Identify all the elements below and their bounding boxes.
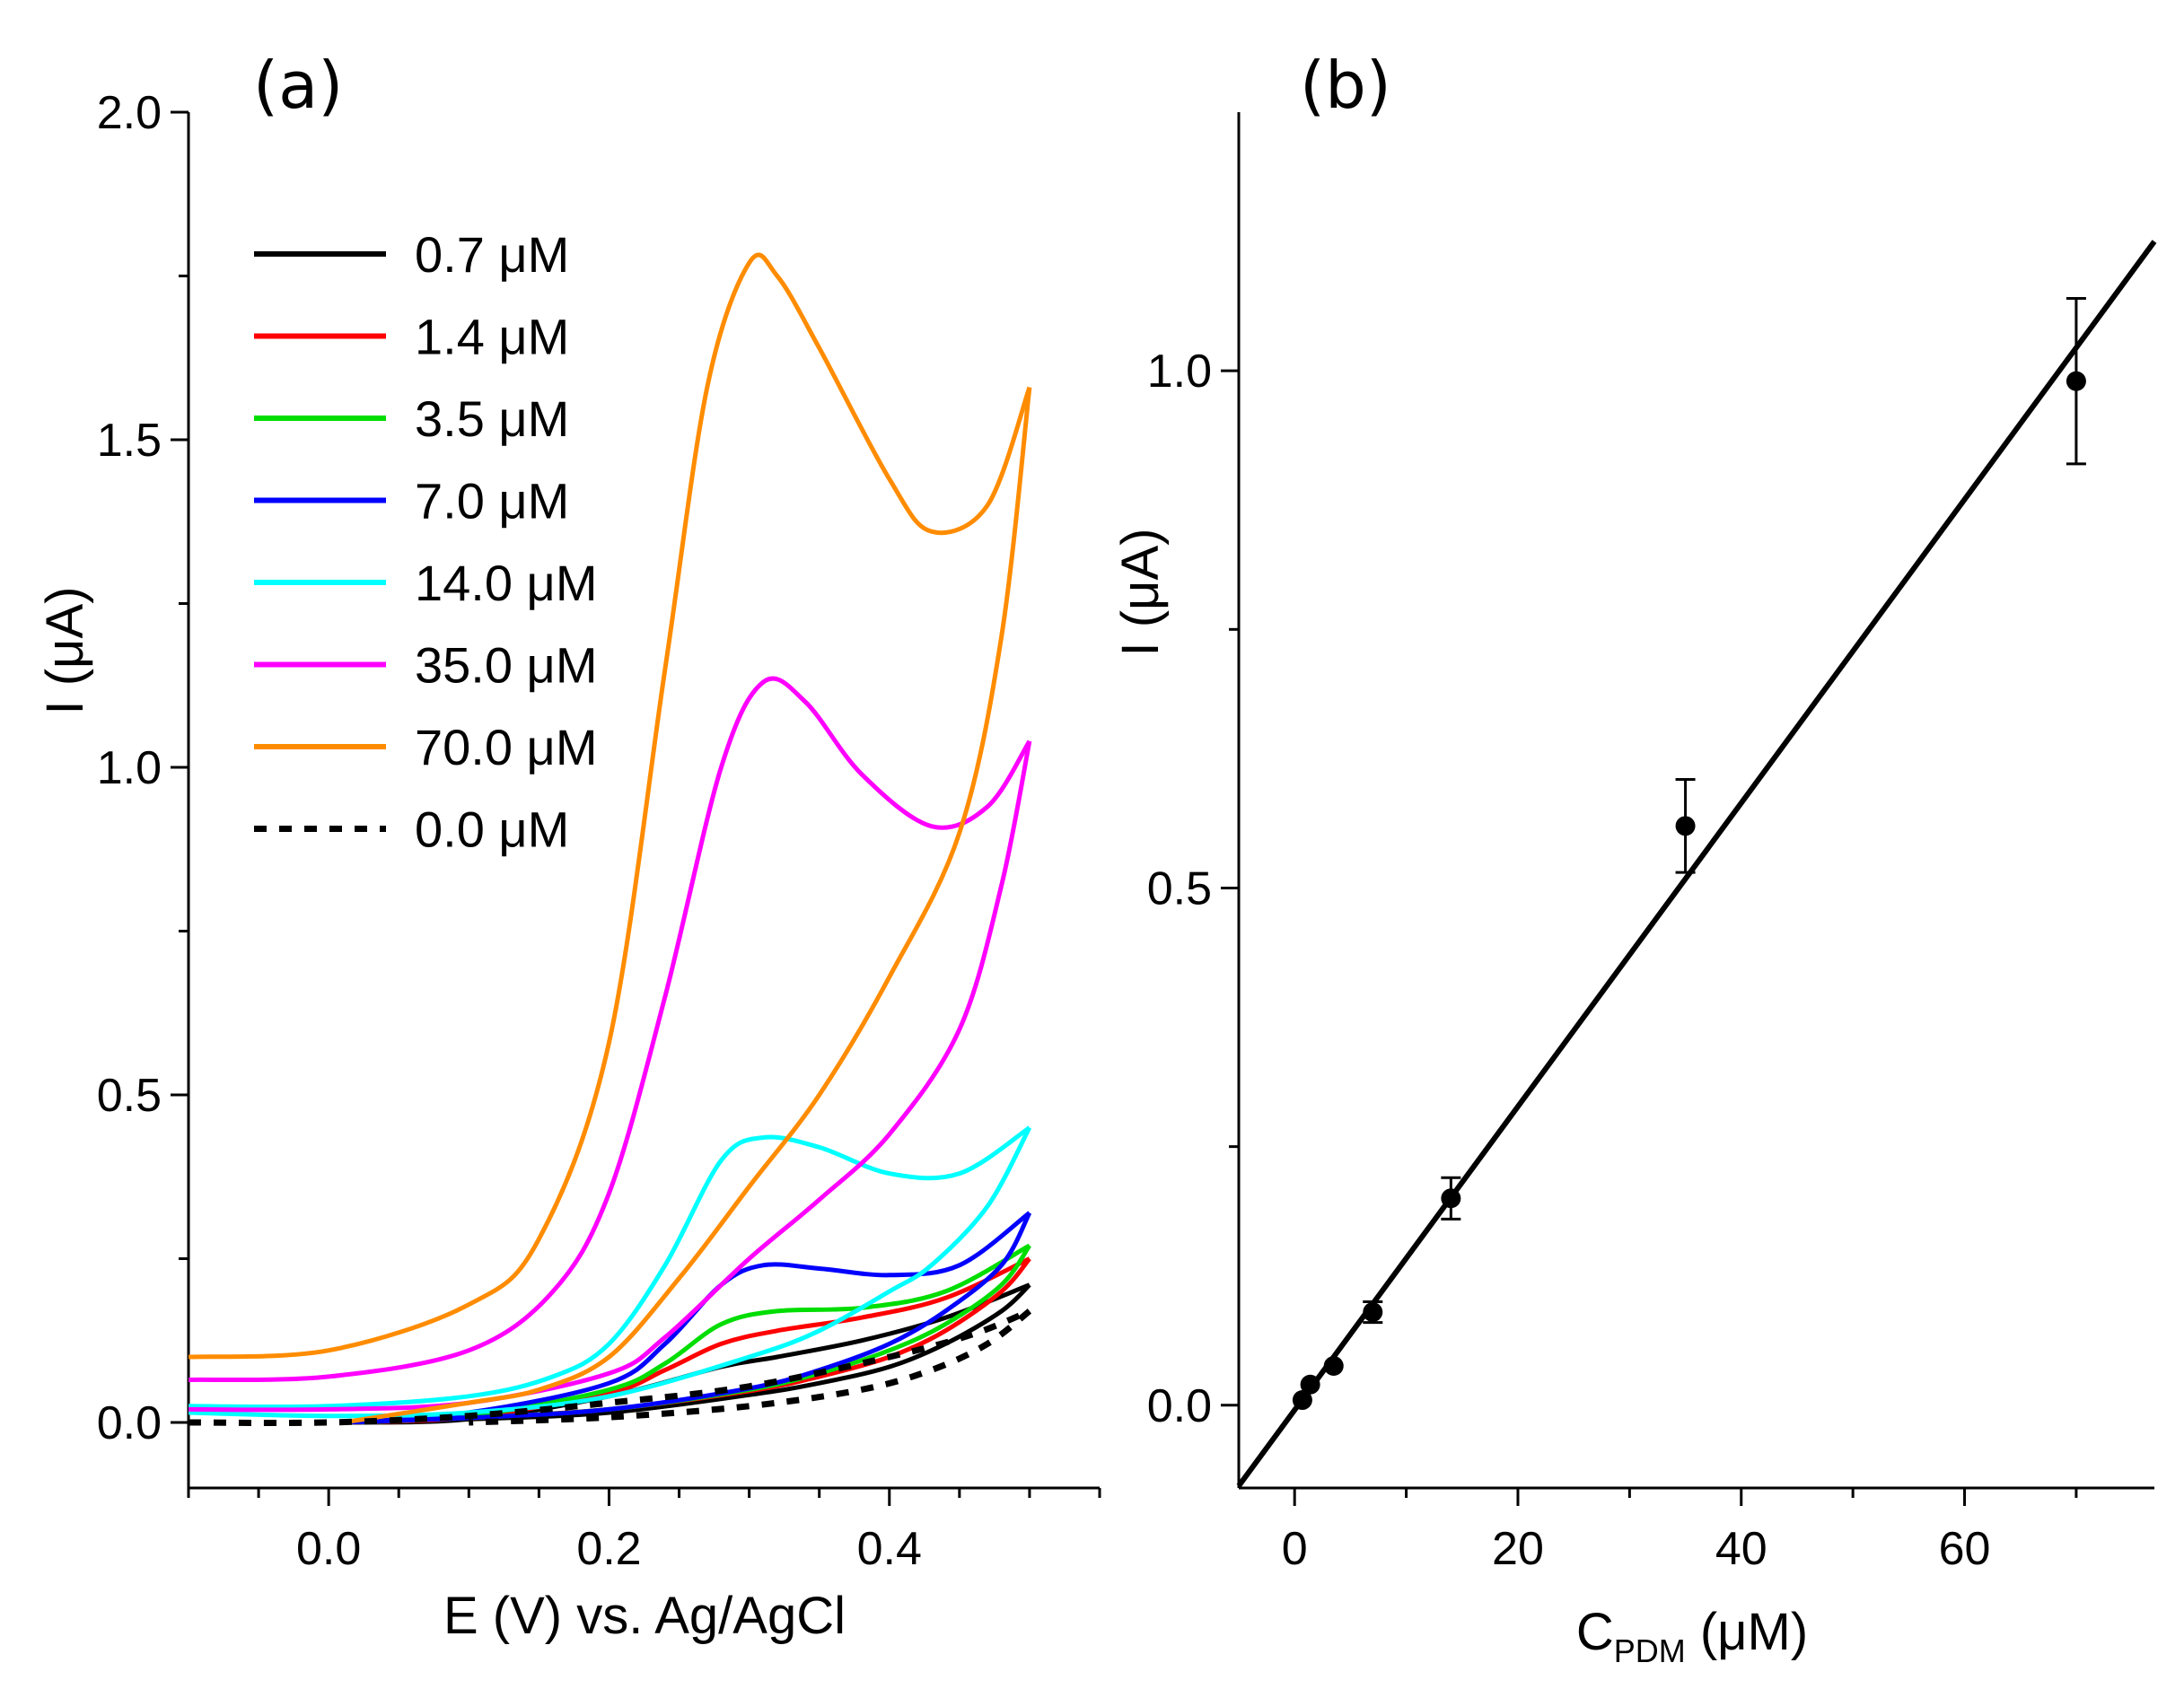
panel-b-ylabel: I (μA) xyxy=(1111,529,1170,657)
legend-label-2: 3.5 μM xyxy=(415,390,569,447)
cv-curve-forward-4 xyxy=(188,1125,1031,1410)
panel-b-ytick-label: 0.5 xyxy=(1147,862,1212,915)
panel-a-ytick-label: 0.0 xyxy=(97,1397,162,1449)
data-point-0 xyxy=(1292,1390,1312,1411)
panel-b-label: (b) xyxy=(1300,48,1391,123)
panel-b-xlabel-sub: PDM xyxy=(1614,1632,1686,1669)
data-point-4 xyxy=(1441,1188,1461,1209)
panel-b-ticks: 0 20 40 60 0.0 0.5 1.0 xyxy=(1147,346,2078,1575)
panel-b-xtick-label: 60 xyxy=(1939,1523,1991,1575)
panel-a-xtick-label: 0.2 xyxy=(576,1523,641,1575)
panel-b-xtick-label: 20 xyxy=(1492,1523,1544,1575)
cv-curve-forward-6 xyxy=(188,252,1032,1360)
data-point-1 xyxy=(1300,1374,1320,1395)
legend-label-7: 0.0 μM xyxy=(415,801,569,858)
cv-curve-forward-2 xyxy=(342,1243,1031,1425)
cv-curve-reverse-7 xyxy=(469,1308,1032,1426)
panel-b-ytick-label: 0.0 xyxy=(1147,1380,1212,1432)
panel-b-xtick-label: 40 xyxy=(1715,1523,1767,1575)
legend-label-6: 70.0 μM xyxy=(415,719,597,775)
panel-b-ytick-label: 1.0 xyxy=(1147,346,1212,398)
cv-curve-reverse-4 xyxy=(188,1126,1032,1419)
panel-a-xtick-label: 0.4 xyxy=(857,1523,922,1575)
panel-a-legend: 0.7 μM 1.4 μM 3.5 μM 7.0 μM 14.0 μM 35.0 μM 70… xyxy=(254,226,597,858)
panel-a-xlabel: E (V) vs. Ag/AgCl xyxy=(443,1587,846,1645)
panel-a: (a) 0.0 0.2 0.4 0.0 0.5 1.0 1.5 2.0 E (V) vs. A… xyxy=(36,48,1101,1645)
panel-a-ytick-label: 0.5 xyxy=(97,1070,162,1122)
panel-a-ytick-label: 1.0 xyxy=(97,742,162,794)
panel-a-ylabel: I (μA) xyxy=(36,587,94,715)
panel-a-xtick-label: 0.0 xyxy=(296,1523,361,1575)
legend-label-5: 35.0 μM xyxy=(415,637,597,694)
panel-b: (b) 0 20 40 60 0.0 0.5 1.0 CPDM (μM) I (μA) xyxy=(1111,48,2157,1669)
data-point-3 xyxy=(1363,1302,1383,1323)
panel-a-ytick-label: 1.5 xyxy=(97,415,162,467)
panel-b-xlabel-main: C xyxy=(1576,1603,1614,1661)
panel-a-series xyxy=(188,252,1032,1427)
panel-b-fit-line xyxy=(1236,240,2157,1488)
panel-b-xlabel: CPDM (μM) xyxy=(1576,1603,1808,1669)
legend-label-1: 1.4 μM xyxy=(415,309,569,365)
cv-curve-forward-5 xyxy=(188,676,1032,1383)
legend-label-3: 7.0 μM xyxy=(415,473,569,529)
panel-a-ytick-label: 2.0 xyxy=(97,87,162,139)
data-point-6 xyxy=(2066,371,2086,391)
data-point-5 xyxy=(1675,816,1696,836)
panel-b-xlabel-unit: (μM) xyxy=(1686,1603,1808,1661)
panel-b-axes xyxy=(1237,112,2154,1490)
legend-label-0: 0.7 μM xyxy=(415,226,569,283)
cv-curve-reverse-5 xyxy=(188,740,1032,1413)
panel-b-points xyxy=(1292,296,2086,1411)
cv-curve-forward-7 xyxy=(188,1308,1031,1427)
cv-curve-reverse-6 xyxy=(342,387,1032,1425)
panel-a-label: (a) xyxy=(253,48,343,123)
panel-a-ticks: 0.0 0.2 0.4 0.0 0.5 1.0 1.5 2.0 xyxy=(97,87,1101,1575)
data-point-2 xyxy=(1323,1355,1344,1376)
legend-label-4: 14.0 μM xyxy=(415,555,597,611)
panel-b-xtick-label: 0 xyxy=(1282,1523,1308,1575)
fit-line xyxy=(1236,240,2157,1488)
